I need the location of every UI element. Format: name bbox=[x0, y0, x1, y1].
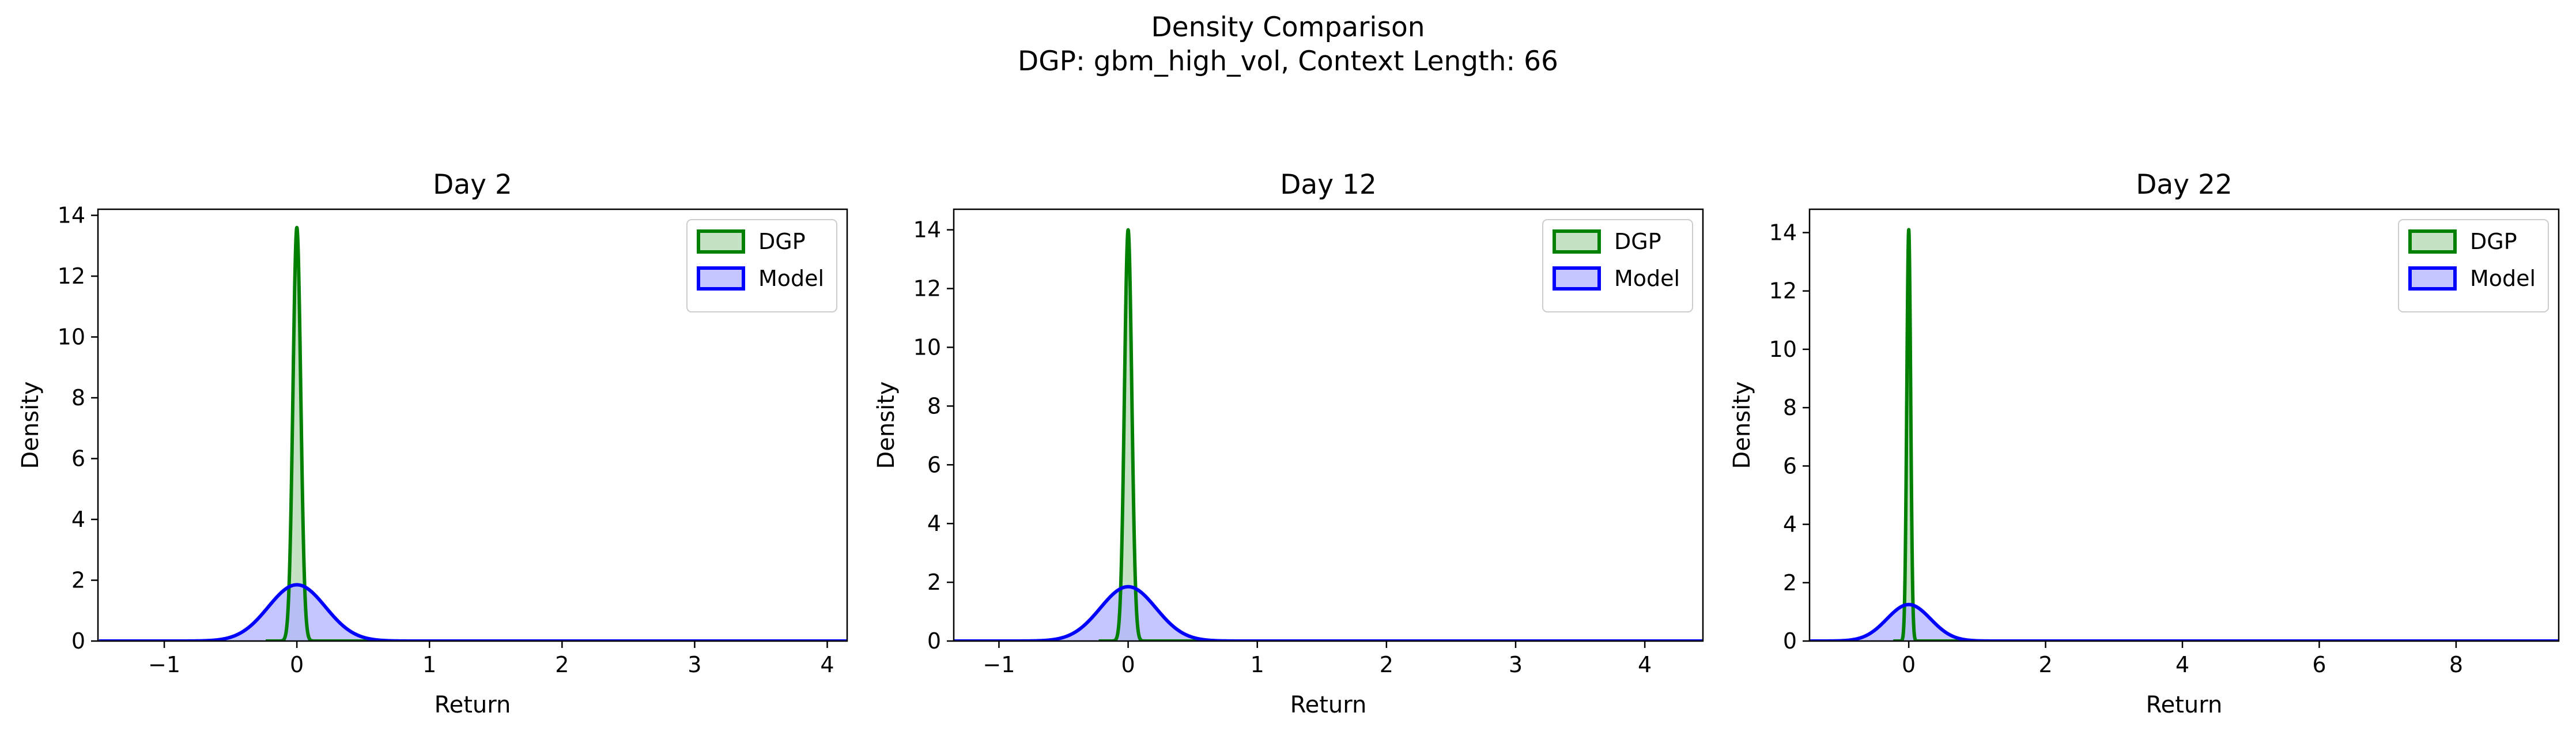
y-axis-label: Density bbox=[17, 381, 44, 469]
y-tick-label: 0 bbox=[927, 628, 941, 654]
y-tick-label: 10 bbox=[58, 325, 85, 350]
legend: DGP Model bbox=[686, 219, 837, 312]
figure-subtitle: DGP: gbm_high_vol, Context Length: 66 bbox=[1018, 46, 1558, 77]
y-tick-label: 12 bbox=[913, 276, 941, 301]
x-tick-label: 4 bbox=[820, 652, 834, 677]
y-tick-label: 8 bbox=[1783, 395, 1797, 420]
x-tick-label: 0 bbox=[1121, 652, 1135, 677]
x-axis-label: Return bbox=[1290, 692, 1367, 718]
x-tick-label: 0 bbox=[290, 652, 304, 677]
y-tick-label: 4 bbox=[1783, 512, 1797, 537]
density-fill-model bbox=[99, 585, 847, 641]
y-tick-label: 12 bbox=[58, 263, 85, 289]
x-tick-label: 8 bbox=[2449, 652, 2463, 677]
y-tick-label: 12 bbox=[1769, 278, 1797, 304]
y-tick-label: 10 bbox=[1769, 337, 1797, 362]
legend: DGP Model bbox=[1542, 219, 1693, 312]
density-line-dgp bbox=[1097, 228, 1703, 641]
legend-label-model: Model bbox=[1614, 266, 1680, 291]
density-line-model bbox=[98, 583, 847, 641]
y-tick-label: 14 bbox=[58, 203, 85, 228]
legend-swatch-model bbox=[2408, 266, 2457, 291]
legend-label-model: Model bbox=[2470, 266, 2536, 291]
axes-frame bbox=[1808, 208, 2560, 642]
y-tick-label: 6 bbox=[1783, 453, 1797, 478]
plot-area bbox=[1810, 228, 2559, 641]
panel-title: Day 22 bbox=[2136, 169, 2233, 201]
x-tick-label: 1 bbox=[1251, 652, 1264, 677]
legend-swatch-model bbox=[1553, 266, 1601, 291]
x-tick-label: −1 bbox=[148, 652, 180, 677]
legend-swatch-dgp bbox=[2408, 229, 2457, 254]
legend-label-dgp: DGP bbox=[2470, 229, 2517, 254]
y-tick-label: 6 bbox=[71, 446, 85, 472]
density-line-dgp bbox=[264, 225, 847, 641]
y-tick-label: 2 bbox=[71, 568, 85, 593]
y-tick-label: 14 bbox=[913, 217, 941, 243]
panel-title: Day 2 bbox=[433, 169, 512, 201]
x-axis-label: Return bbox=[435, 692, 511, 718]
y-tick-label: 8 bbox=[71, 385, 85, 410]
x-tick-label: 4 bbox=[1638, 652, 1652, 677]
figure-title: Density Comparison bbox=[1151, 12, 1425, 43]
x-tick-label: −1 bbox=[983, 652, 1015, 677]
x-tick-label: 1 bbox=[422, 652, 436, 677]
x-tick-label: 2 bbox=[2038, 652, 2052, 677]
y-tick-label: 2 bbox=[1783, 570, 1797, 595]
y-axis-label: Density bbox=[1729, 381, 1755, 469]
x-tick-label: 3 bbox=[688, 652, 701, 677]
legend: DGP Model bbox=[2398, 219, 2549, 312]
y-tick-label: 0 bbox=[1783, 628, 1797, 654]
axes-frame bbox=[953, 208, 1704, 642]
legend-swatch-dgp bbox=[697, 229, 745, 254]
x-tick-label: 3 bbox=[1509, 652, 1523, 677]
y-tick-label: 2 bbox=[927, 570, 941, 595]
legend-label-model: Model bbox=[758, 266, 824, 291]
y-tick-label: 4 bbox=[71, 507, 85, 532]
x-axis-label: Return bbox=[2146, 692, 2223, 718]
legend-swatch-model bbox=[697, 266, 745, 291]
plot-area bbox=[954, 228, 1703, 641]
x-tick-label: 2 bbox=[1380, 652, 1393, 677]
y-axis-label: Density bbox=[873, 381, 900, 469]
legend-label-dgp: DGP bbox=[1614, 229, 1661, 254]
density-fill-model bbox=[954, 586, 1703, 641]
y-tick-label: 0 bbox=[71, 628, 85, 654]
y-tick-label: 10 bbox=[913, 334, 941, 360]
density-line-dgp bbox=[1891, 228, 2559, 641]
x-tick-label: 0 bbox=[1902, 652, 1916, 677]
x-tick-label: 4 bbox=[2175, 652, 2189, 677]
x-tick-label: 2 bbox=[555, 652, 569, 677]
axes-frame bbox=[97, 208, 848, 642]
y-tick-label: 8 bbox=[927, 393, 941, 419]
density-line-model bbox=[954, 585, 1703, 641]
legend-label-dgp: DGP bbox=[758, 229, 806, 254]
y-tick-label: 6 bbox=[927, 452, 941, 477]
density-fill-model bbox=[1810, 604, 2559, 641]
panel-title: Day 12 bbox=[1280, 169, 1377, 201]
panel-3: 0 2 4 6 8 0 2 4 6 8 10 12 14 Day 22 Return Density DGP Mo… bbox=[1729, 169, 2560, 718]
y-tick-label: 14 bbox=[1769, 220, 1797, 245]
y-tick-label: 4 bbox=[927, 511, 941, 536]
x-tick-label: 6 bbox=[2312, 652, 2326, 677]
legend-swatch-dgp bbox=[1553, 229, 1601, 254]
density-line-model bbox=[1810, 602, 2559, 641]
